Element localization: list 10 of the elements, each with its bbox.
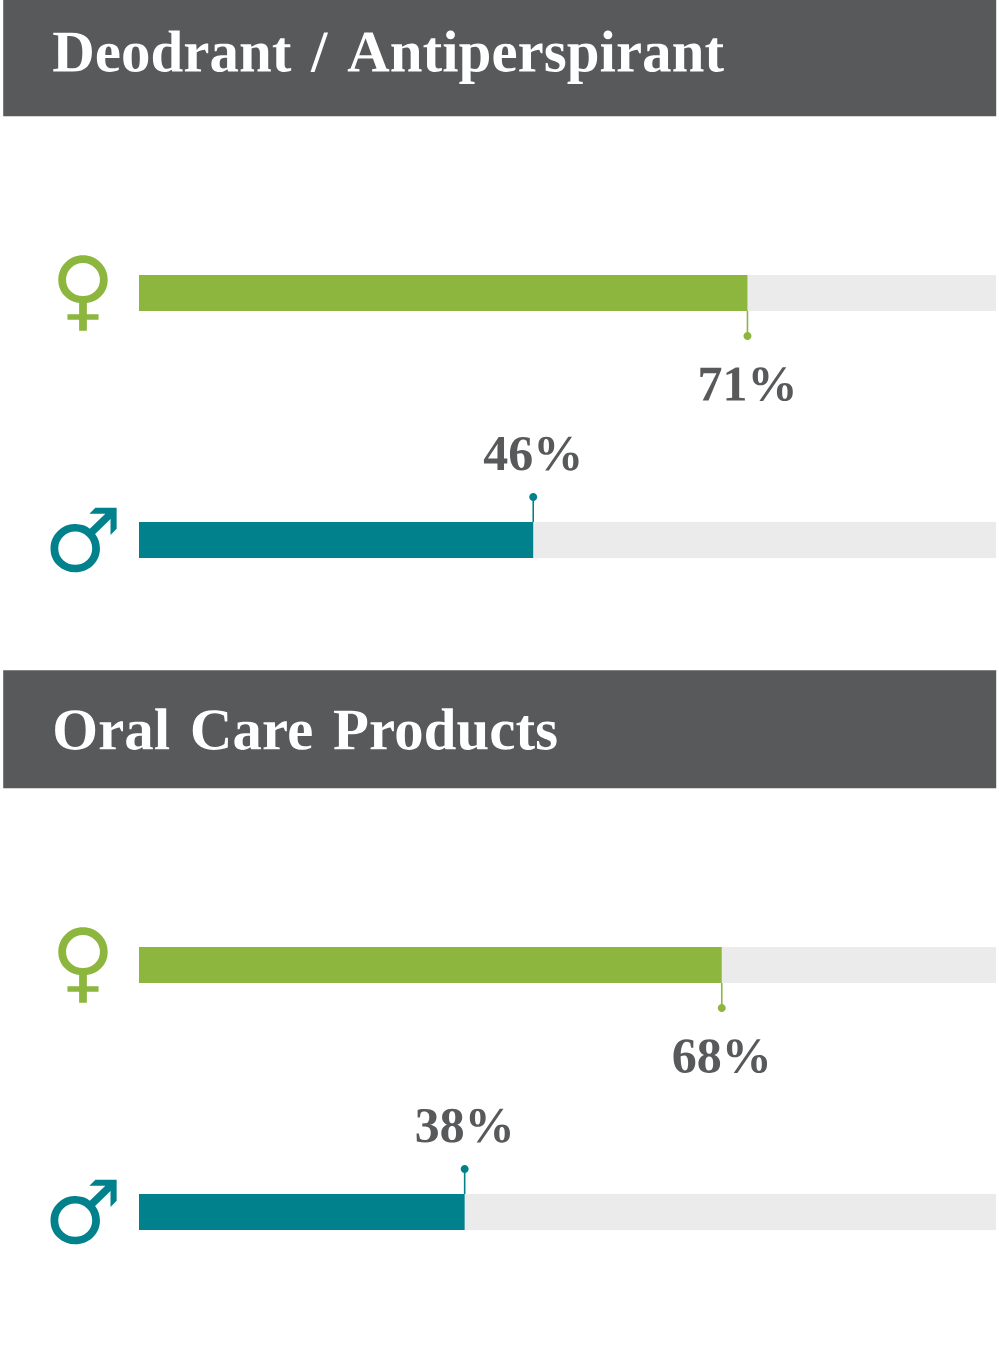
data-label: 38% [416, 1108, 510, 1143]
y-tick-label: ♂ [50, 1179, 117, 1245]
y-tick-label: ♀ [58, 927, 108, 1003]
chart-title: Oral Care Products [55, 708, 557, 751]
y-tick-label: ♀ [58, 255, 108, 331]
y-tick-label: ♂ [50, 507, 117, 573]
data-label: 68% [673, 1039, 768, 1074]
data-label: 46% [483, 436, 579, 471]
data-label: 71% [700, 367, 793, 402]
chart-title: Deodrant / Antiperspirant [53, 30, 724, 84]
